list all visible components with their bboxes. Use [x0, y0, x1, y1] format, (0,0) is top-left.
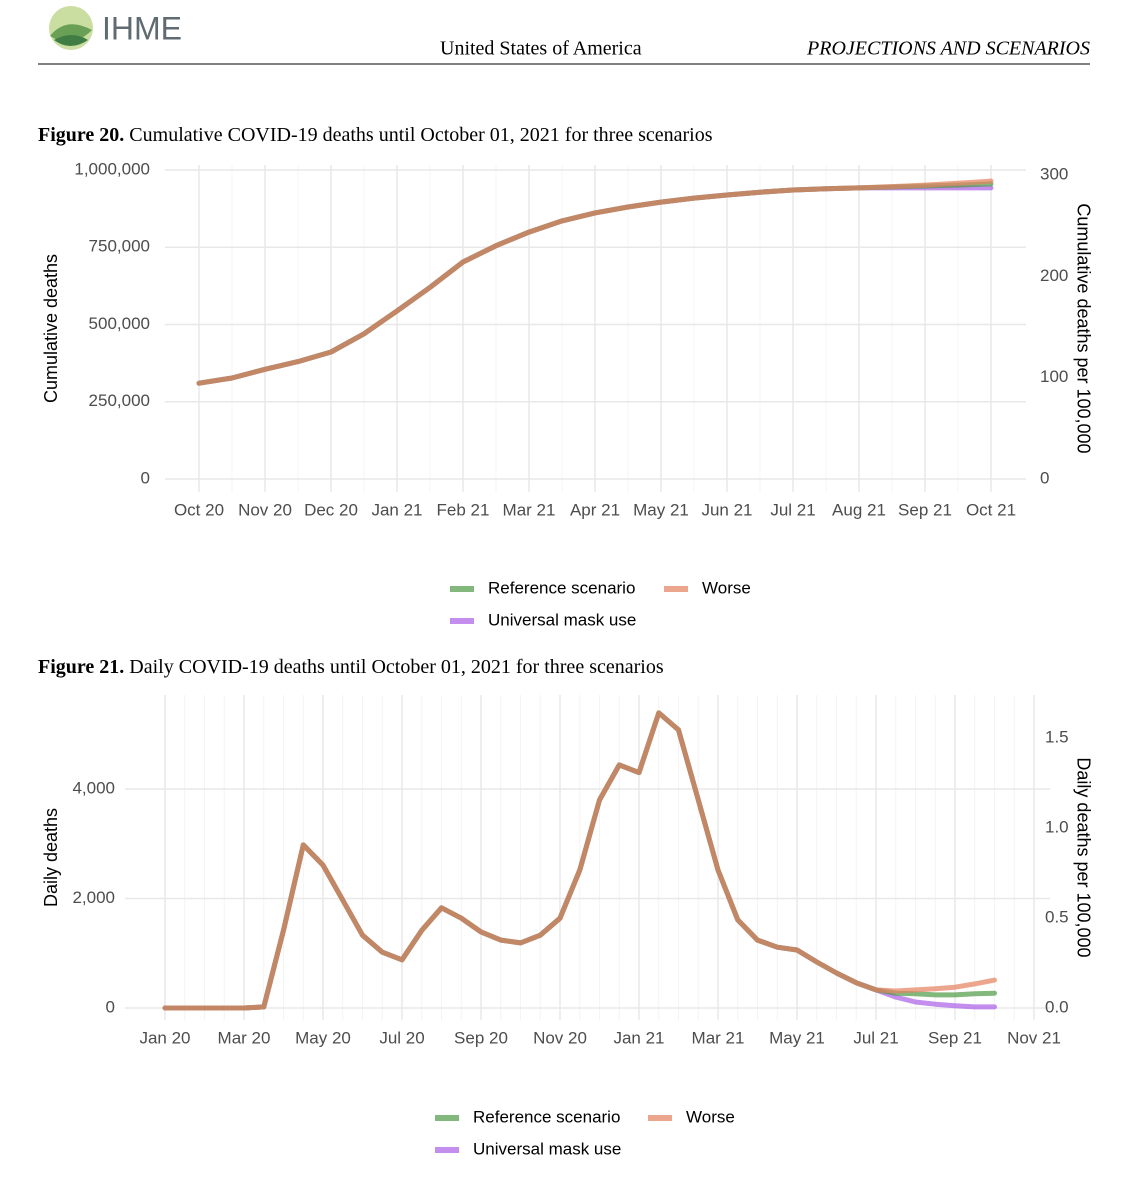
- figure-title: Daily COVID-19 deaths until October 01, …: [129, 656, 664, 678]
- x-tick-label: Feb 21: [437, 500, 490, 519]
- y-tick-label: 0: [141, 469, 150, 488]
- figure-title: Cumulative COVID-19 deaths until October…: [129, 124, 712, 146]
- x-tick-label: Dec 20: [304, 500, 358, 519]
- x-tick-label: Nov 20: [533, 1028, 587, 1047]
- y-tick-label: 4,000: [72, 778, 115, 797]
- y-tick-label: 2,000: [72, 888, 115, 907]
- country: United States of America: [440, 38, 642, 60]
- x-tick-label: Mar 21: [503, 500, 556, 519]
- y2-tick-label: 0.0: [1045, 997, 1069, 1016]
- y2-axis-label: Daily deaths per 100,000: [1073, 757, 1093, 957]
- x-tick-label: Apr 21: [570, 500, 620, 519]
- x-tick-label: May 21: [633, 500, 689, 519]
- x-tick-label: Jul 21: [853, 1028, 898, 1047]
- legend-label: Reference scenario: [488, 578, 635, 597]
- y-tick-label: 750,000: [89, 237, 150, 256]
- y2-tick-label: 300: [1040, 165, 1068, 184]
- y2-tick-label: 1.0: [1045, 817, 1069, 836]
- x-tick-label: May 21: [769, 1028, 825, 1047]
- x-tick-label: Oct 20: [174, 500, 224, 519]
- x-tick-label: Oct 21: [966, 500, 1016, 519]
- x-tick-label: Nov 20: [238, 500, 292, 519]
- x-tick-label: Sep 21: [928, 1028, 982, 1047]
- legend-label: Universal mask use: [488, 610, 636, 629]
- legend-label: Worse: [702, 578, 751, 597]
- y-tick-label: 250,000: [89, 391, 150, 410]
- figure-label: Figure 21.: [38, 656, 124, 678]
- y2-axis-label: Cumulative deaths per 100,000: [1073, 203, 1093, 453]
- x-tick-label: Jun 21: [701, 500, 752, 519]
- y-axis-label: Cumulative deaths: [41, 254, 61, 403]
- logo-icon: [49, 6, 93, 50]
- y2-tick-label: 1.5: [1045, 727, 1069, 746]
- figure-caption: Figure 21. Daily COVID-19 deaths until O…: [38, 656, 664, 678]
- x-tick-label: Jan 20: [139, 1028, 190, 1047]
- y2-tick-label: 0: [1040, 469, 1049, 488]
- x-tick-label: Jul 20: [379, 1028, 424, 1047]
- y2-tick-label: 100: [1040, 367, 1068, 386]
- legend-label: Universal mask use: [473, 1139, 621, 1158]
- x-tick-label: Aug 21: [832, 500, 886, 519]
- x-tick-label: Jul 21: [770, 500, 815, 519]
- x-tick-label: Jan 21: [371, 500, 422, 519]
- x-tick-label: Jan 21: [613, 1028, 664, 1047]
- y2-tick-label: 200: [1040, 266, 1068, 285]
- y-tick-label: 500,000: [89, 314, 150, 333]
- figure-caption: Figure 20. Cumulative COVID-19 deaths un…: [38, 124, 713, 146]
- section: PROJECTIONS AND SCENARIOS: [806, 38, 1090, 60]
- series-line: [162, 710, 997, 1011]
- x-tick-label: May 20: [295, 1028, 351, 1047]
- x-tick-label: Mar 20: [218, 1028, 271, 1047]
- x-tick-label: Sep 21: [898, 500, 952, 519]
- logo-text: IHME: [102, 10, 182, 46]
- y-axis-label: Daily deaths: [41, 808, 61, 907]
- series-line: [196, 178, 994, 386]
- x-tick-label: Mar 21: [692, 1028, 745, 1047]
- y2-tick-label: 0.5: [1045, 907, 1069, 926]
- legend-label: Worse: [686, 1107, 735, 1126]
- figure-label: Figure 20.: [38, 124, 124, 146]
- y-tick-label: 0: [106, 997, 115, 1016]
- legend-label: Reference scenario: [473, 1107, 620, 1126]
- x-tick-label: Nov 21: [1007, 1028, 1061, 1047]
- y-tick-label: 1,000,000: [74, 159, 150, 178]
- x-tick-label: Sep 20: [454, 1028, 508, 1047]
